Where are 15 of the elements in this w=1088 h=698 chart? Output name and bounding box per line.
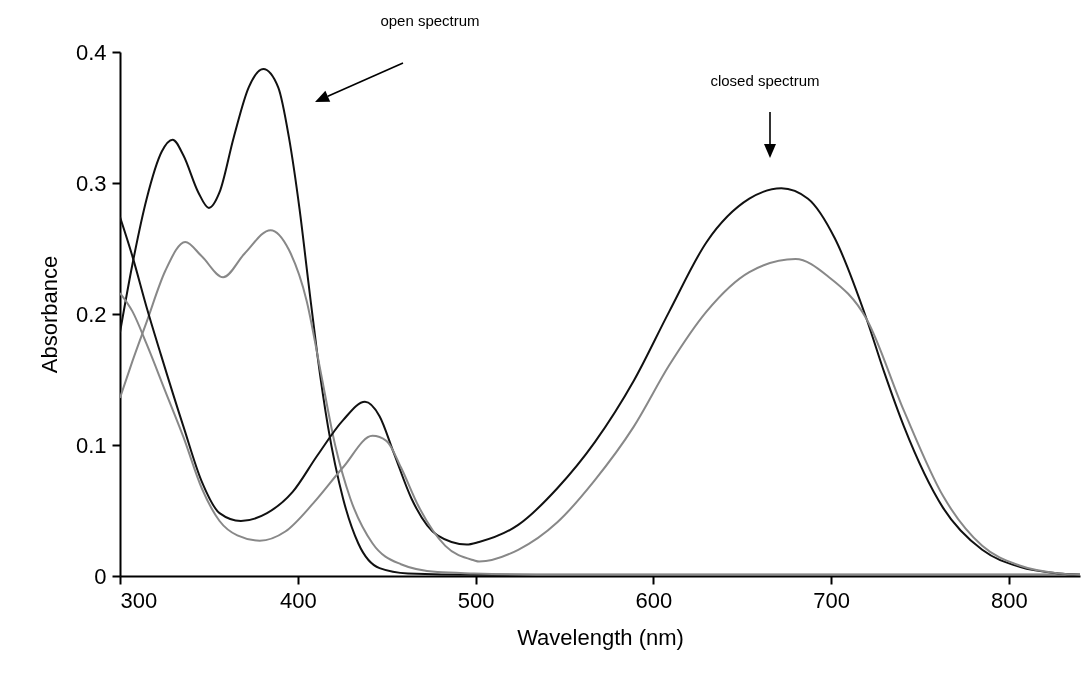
- x-tick-label: 300: [120, 587, 158, 613]
- x-tick-label: 500: [457, 587, 495, 613]
- x-tick-label: 400: [279, 587, 317, 613]
- text: open spectrum: [380, 12, 480, 29]
- x-axis-title: Wavelength (nm): [517, 624, 684, 650]
- y-axis-title: Absorbance: [36, 255, 62, 374]
- y-tick-label: 0.3: [75, 170, 107, 196]
- annotation: closed spectrum: [710, 72, 820, 89]
- y-tick-label: 0: [94, 563, 107, 589]
- x-tick-label: 600: [635, 587, 673, 613]
- x-tick-label: 700: [813, 587, 850, 613]
- y-tick-label: 0.2: [75, 301, 107, 327]
- x-tick-label: 800: [991, 587, 1028, 613]
- y-tick-label: 0.4: [75, 39, 107, 65]
- y-tick-label: 0.1: [75, 432, 107, 458]
